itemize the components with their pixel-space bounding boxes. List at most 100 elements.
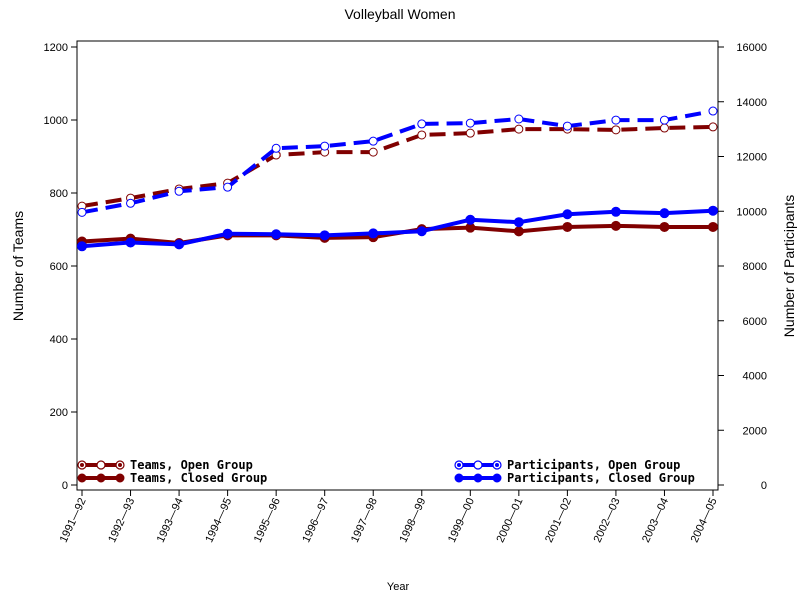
chart-title: Volleyball Women: [344, 6, 455, 22]
data-point: [659, 115, 669, 125]
y2-tick-label: 2000: [743, 425, 767, 437]
legend-marker: [96, 460, 106, 470]
legend-label-participants-open: Participants, Open Group: [507, 458, 680, 472]
data-point: [368, 136, 378, 146]
legend-marker: [77, 473, 87, 483]
series-participants-open-group: [77, 106, 718, 217]
data-point: [271, 229, 282, 240]
data-point: [708, 221, 718, 232]
legend-marker: [473, 473, 483, 483]
y2-tick-label: 16000: [736, 42, 767, 54]
legend-symbol-teams-open: [77, 460, 125, 470]
data-point: [77, 241, 87, 252]
legend-marker-core: [118, 463, 122, 467]
x-tick-label: 2002—03: [592, 496, 623, 544]
data-point: [271, 143, 281, 153]
data-point: [416, 226, 427, 237]
legend: Teams, Open Group Teams, Closed Group Pa…: [77, 458, 695, 485]
data-point: [126, 198, 136, 208]
legend-symbol-participants-open: [454, 460, 502, 470]
x-axis-title: Year: [387, 581, 410, 593]
data-point: [368, 228, 379, 239]
legend-marker: [473, 460, 483, 470]
series-participants-closed-group: [77, 205, 718, 252]
x-tick-label: 1997—98: [349, 496, 380, 544]
data-point: [611, 125, 621, 135]
y-tick-label: 800: [50, 188, 68, 200]
y-tick-label: 0: [62, 480, 68, 492]
data-point: [222, 228, 233, 239]
x-tick-label: 1994—95: [203, 496, 234, 544]
x-axis: 1991—92 1992—93 1993—94 1994—95 1995—96 1996—…: [58, 490, 720, 545]
y2-tick-label: 14000: [736, 97, 767, 109]
data-point: [417, 119, 427, 129]
data-point: [514, 124, 524, 134]
series-line: [81, 208, 714, 249]
data-point: [465, 128, 475, 138]
y2-tick-label: 8000: [743, 261, 767, 273]
right-axis: 0 2000 4000 6000 8000 10000 12000 14000 16000: [718, 42, 767, 492]
data-point: [368, 147, 378, 157]
x-tick-label: 2004—05: [689, 496, 720, 544]
y-tick-label: 1200: [44, 42, 68, 54]
data-point: [513, 217, 524, 228]
series-layer: [77, 106, 718, 252]
plot-frame: [76, 40, 719, 491]
data-point: [659, 221, 670, 232]
data-point: [465, 118, 475, 128]
y-tick-label: 400: [50, 334, 68, 346]
y2-tick-label: 10000: [736, 206, 767, 218]
legend-marker: [454, 473, 464, 483]
y2-tick-label: 12000: [736, 152, 767, 164]
y-axis-title: Number of Teams: [10, 211, 26, 321]
data-point: [610, 206, 621, 217]
data-point: [708, 122, 718, 132]
legend-symbol-teams-closed: [77, 473, 125, 483]
legend-label-participants-closed: Participants, Closed Group: [507, 471, 695, 485]
legend-label-teams-open: Teams, Open Group: [130, 458, 253, 472]
data-point: [610, 220, 621, 231]
legend-item-participants-closed: Participants, Closed Group: [454, 471, 695, 485]
data-point: [174, 186, 184, 196]
x-tick-label: 1992—93: [106, 496, 137, 544]
y2-tick-label: 6000: [743, 316, 767, 328]
legend-item-teams-open: Teams, Open Group: [77, 458, 253, 472]
legend-marker: [96, 473, 106, 483]
data-point: [320, 141, 330, 151]
series-teams-open-group: [77, 122, 718, 211]
x-tick-label: 2001—02: [543, 496, 574, 544]
y2-axis-title: Number of Participants: [781, 195, 797, 337]
data-point: [708, 106, 718, 116]
y2-tick-label: 4000: [743, 371, 767, 383]
data-point: [77, 207, 87, 217]
x-tick-label: 2000—01: [495, 496, 526, 544]
x-tick-label: 1999—00: [446, 496, 477, 544]
y-tick-label: 200: [50, 407, 68, 419]
y-tick-label: 600: [50, 261, 68, 273]
y-tick-label: 1000: [44, 115, 68, 127]
x-tick-label: 1996—97: [300, 496, 331, 544]
x-tick-label: 1993—94: [155, 496, 186, 544]
legend-label-teams-closed: Teams, Closed Group: [130, 471, 267, 485]
legend-marker: [492, 473, 502, 483]
x-tick-label: 2003—04: [640, 496, 671, 544]
legend-item-participants-open: Participants, Open Group: [454, 458, 680, 472]
data-point: [562, 121, 572, 131]
data-point: [465, 214, 476, 225]
legend-marker-core: [457, 463, 461, 467]
x-tick-label: 1991—92: [58, 496, 89, 544]
left-axis: 0 200 400 600 800 1000 1200: [44, 42, 77, 492]
y2-tick-label: 0: [761, 480, 767, 492]
series-line: [81, 109, 714, 215]
legend-marker: [115, 473, 125, 483]
data-point: [562, 209, 573, 220]
legend-marker-core: [495, 463, 499, 467]
data-point: [562, 221, 573, 232]
legend-marker-core: [80, 463, 84, 467]
legend-item-teams-closed: Teams, Closed Group: [77, 471, 267, 485]
series-line: [81, 124, 714, 209]
x-tick-label: 1998—99: [397, 496, 428, 544]
data-point: [611, 115, 621, 125]
data-point: [513, 226, 524, 237]
